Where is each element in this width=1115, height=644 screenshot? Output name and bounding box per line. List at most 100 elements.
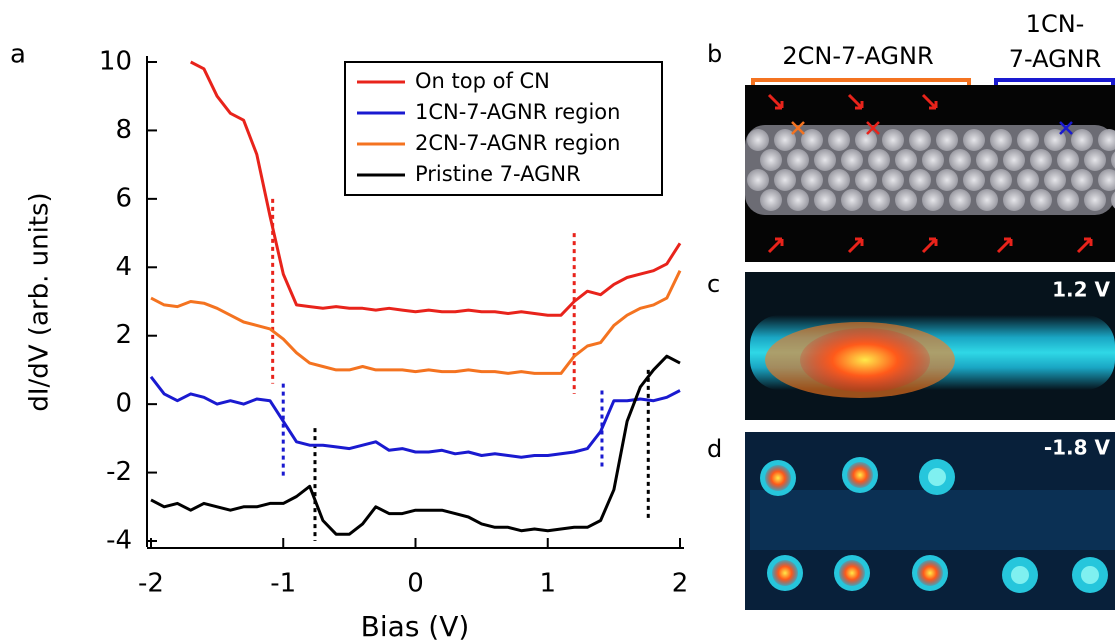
y-tick-label: 2	[115, 320, 132, 350]
panel-label: a	[10, 40, 26, 70]
atom	[855, 129, 877, 151]
bias-label: -1.8 V	[1044, 436, 1111, 460]
spot	[1081, 566, 1099, 584]
atom	[814, 189, 836, 211]
x-tick-label: -2	[138, 569, 164, 599]
atom	[801, 129, 823, 151]
atom	[1071, 169, 1093, 191]
atom	[1084, 189, 1106, 211]
region-label: 7-AGNR	[1009, 45, 1102, 73]
atom	[1098, 129, 1115, 151]
y-tick-label: 10	[99, 47, 132, 77]
arrow	[767, 93, 784, 110]
y-tick-label: 4	[115, 252, 132, 282]
atom	[1084, 149, 1106, 171]
arrow	[1076, 237, 1093, 254]
atom	[949, 189, 971, 211]
atom	[1003, 189, 1025, 211]
series-line	[149, 375, 681, 459]
atom	[841, 189, 863, 211]
y-tick-label: 6	[115, 183, 132, 213]
markers	[767, 93, 1093, 254]
legend-label: 1CN-7-AGNR region	[415, 100, 620, 124]
arrow	[921, 93, 938, 110]
series-line	[150, 270, 682, 375]
atom	[909, 169, 931, 191]
atom	[868, 189, 890, 211]
site-cross	[866, 121, 880, 135]
series-line	[190, 60, 682, 317]
atom	[760, 149, 782, 171]
atom	[990, 169, 1012, 191]
y-tick-label: 0	[115, 389, 132, 419]
y-axis-label: dI/dV (arb. units)	[25, 192, 55, 411]
atom	[747, 129, 769, 151]
spot	[772, 560, 798, 586]
atom	[976, 149, 998, 171]
panel-label: b	[707, 40, 722, 68]
atom	[1098, 169, 1115, 191]
atom	[1030, 149, 1052, 171]
atom	[922, 189, 944, 211]
atom	[1017, 169, 1039, 191]
site-cross	[791, 121, 805, 135]
atom	[882, 169, 904, 191]
atom	[1111, 151, 1115, 169]
atom	[814, 149, 836, 171]
spot	[1011, 566, 1029, 584]
atom	[828, 169, 850, 191]
y-tick-label: 8	[115, 115, 132, 145]
atom	[855, 169, 877, 191]
atom	[1030, 189, 1052, 211]
atom	[841, 149, 863, 171]
arrow	[767, 237, 784, 254]
atom	[787, 189, 809, 211]
y-tick-label: -2	[106, 457, 132, 487]
panel-label: c	[707, 270, 720, 298]
atom	[949, 149, 971, 171]
atom	[868, 149, 890, 171]
atom	[1111, 191, 1115, 209]
atom	[990, 129, 1012, 151]
arrow	[996, 237, 1013, 254]
site-cross	[1059, 121, 1073, 135]
atom	[882, 129, 904, 151]
ldos-hot	[800, 328, 930, 392]
legend-label: 2CN-7-AGNR region	[415, 131, 620, 155]
atom	[1017, 129, 1039, 151]
ldos-spots	[760, 457, 1108, 593]
x-tick-label: -1	[270, 569, 296, 599]
atom	[1044, 129, 1066, 151]
bias-label: 1.2 V	[1052, 278, 1110, 302]
legend-label: On top of CN	[415, 69, 550, 93]
spot	[839, 560, 865, 586]
atom	[909, 129, 931, 151]
atom	[801, 169, 823, 191]
spot	[917, 560, 943, 586]
atom	[922, 149, 944, 171]
atom	[895, 189, 917, 211]
atom	[828, 129, 850, 151]
ldos-band	[750, 490, 1115, 550]
atom	[895, 149, 917, 171]
atom	[976, 189, 998, 211]
atom	[774, 169, 796, 191]
series-line	[150, 354, 681, 536]
arrow	[847, 93, 864, 110]
x-tick-label: 2	[672, 569, 689, 599]
spot	[765, 465, 791, 491]
legend-label: Pristine 7-AGNR	[415, 162, 581, 186]
region-label: 2CN-7-AGNR	[782, 42, 933, 70]
y-tick-label: -4	[106, 526, 132, 556]
atom	[936, 169, 958, 191]
x-axis-label: Bias (V)	[361, 610, 470, 643]
arrow	[847, 237, 864, 254]
arrow	[921, 237, 938, 254]
spot	[928, 468, 946, 486]
atom	[760, 189, 782, 211]
atom	[747, 169, 769, 191]
atom	[1044, 169, 1066, 191]
legend-box	[344, 61, 663, 196]
atom	[1057, 149, 1079, 171]
